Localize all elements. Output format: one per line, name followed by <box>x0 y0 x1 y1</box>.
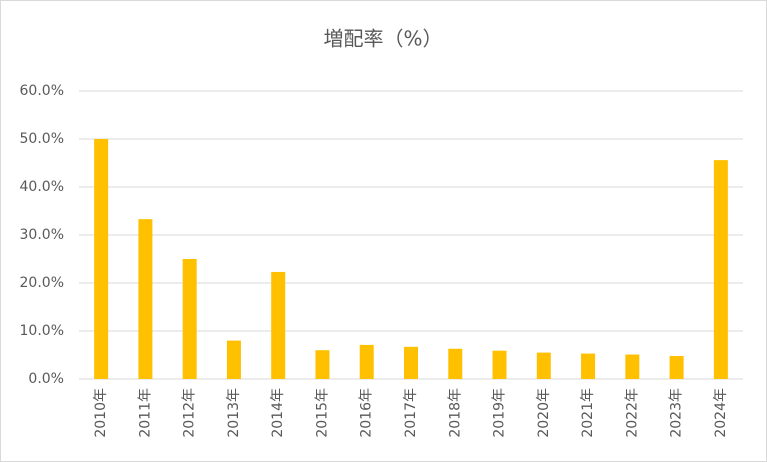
x-tick-label: 2019年 <box>492 388 508 438</box>
x-tick-label: 2023年 <box>669 388 685 438</box>
bar <box>625 354 640 379</box>
x-tick-label: 2021年 <box>580 388 596 438</box>
y-tick-label: 40.0% <box>20 179 64 195</box>
y-tick-label: 30.0% <box>20 227 64 243</box>
chart-title: 増配率（%） <box>323 27 442 51</box>
bar <box>536 352 551 379</box>
bar <box>669 355 684 379</box>
x-tick-label: 2017年 <box>403 388 419 438</box>
bar <box>448 348 463 379</box>
bar <box>404 346 418 379</box>
x-tick-label: 2011年 <box>137 388 153 438</box>
x-tick-label: 2018年 <box>447 388 463 438</box>
bar <box>226 340 241 379</box>
bar <box>182 259 197 379</box>
x-tick-label: 2014年 <box>270 388 286 438</box>
bar <box>271 271 286 379</box>
x-tick-label: 2015年 <box>314 388 330 438</box>
bar <box>713 160 728 379</box>
bar <box>581 353 596 379</box>
x-tick-label: 2024年 <box>713 388 729 438</box>
bar <box>359 344 374 379</box>
y-tick-label: 60.0% <box>20 83 64 99</box>
y-tick-label: 50.0% <box>20 131 64 147</box>
x-tick-label: 2020年 <box>536 388 552 438</box>
x-tick-label: 2012年 <box>182 388 198 438</box>
y-tick-label: 0.0% <box>28 371 64 387</box>
bar <box>138 219 153 379</box>
x-tick-label: 2022年 <box>624 388 640 438</box>
y-tick-label: 20.0% <box>20 275 64 291</box>
x-tick-label: 2010年 <box>93 388 109 438</box>
x-tick-label: 2016年 <box>359 388 375 438</box>
bar <box>315 350 330 379</box>
bar <box>492 350 507 379</box>
x-tick-label: 2013年 <box>226 388 242 438</box>
bar <box>94 139 109 379</box>
y-tick-label: 10.0% <box>20 323 64 339</box>
